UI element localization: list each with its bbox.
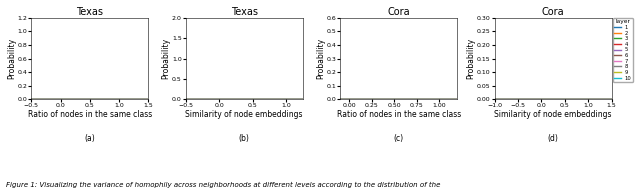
- Text: (c): (c): [394, 134, 404, 142]
- Title: Texas: Texas: [230, 7, 258, 17]
- X-axis label: Ratio of nodes in the same class: Ratio of nodes in the same class: [337, 110, 461, 119]
- Y-axis label: Probability: Probability: [467, 38, 476, 79]
- Text: (b): (b): [239, 134, 250, 142]
- Y-axis label: Probability: Probability: [161, 38, 170, 79]
- X-axis label: Ratio of nodes in the same class: Ratio of nodes in the same class: [28, 110, 152, 119]
- Title: Cora: Cora: [387, 7, 410, 17]
- X-axis label: Similarity of node embeddings: Similarity of node embeddings: [494, 110, 612, 119]
- Y-axis label: Probability: Probability: [316, 38, 325, 79]
- Y-axis label: Probability: Probability: [7, 38, 16, 79]
- Legend: 1, 2, 3, 4, 5, 6, 7, 8, 9, 10: 1, 2, 3, 4, 5, 6, 7, 8, 9, 10: [612, 18, 633, 82]
- Title: Cora: Cora: [542, 7, 564, 17]
- Text: (d): (d): [548, 134, 559, 142]
- Text: Figure 1: Visualizing the variance of homophily across neighborhoods at differen: Figure 1: Visualizing the variance of ho…: [6, 182, 441, 188]
- Text: (a): (a): [84, 134, 95, 142]
- X-axis label: Similarity of node embeddings: Similarity of node embeddings: [186, 110, 303, 119]
- Title: Texas: Texas: [76, 7, 103, 17]
